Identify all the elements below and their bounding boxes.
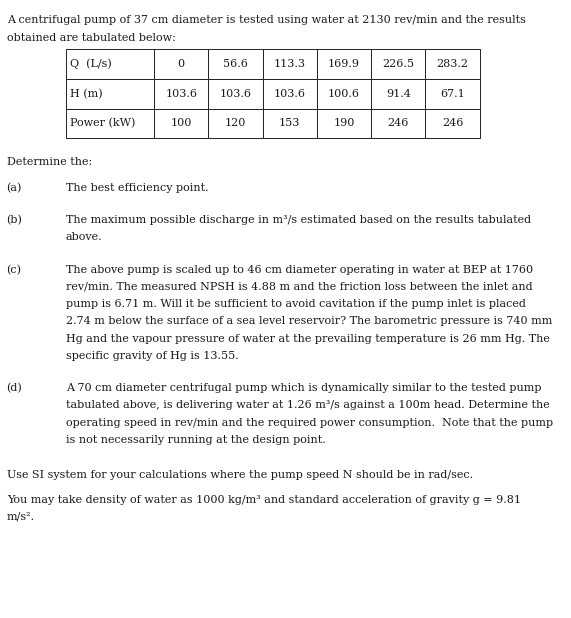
Bar — [66, 49, 154, 79]
Text: A 70 cm diameter centrifugal pump which is dynamically similar to the tested pum: A 70 cm diameter centrifugal pump which … — [66, 383, 541, 393]
Bar — [371, 109, 425, 138]
Bar — [425, 109, 480, 138]
Text: is not necessarily running at the design point.: is not necessarily running at the design… — [66, 435, 325, 445]
Text: H (m): H (m) — [70, 88, 102, 99]
Text: obtained are tabulated below:: obtained are tabulated below: — [7, 33, 176, 43]
Text: specific gravity of Hg is 13.55.: specific gravity of Hg is 13.55. — [66, 351, 239, 361]
Text: operating speed in rev/min and the required power consumption.  Note that the pu: operating speed in rev/min and the requi… — [66, 418, 553, 428]
Text: (a): (a) — [6, 183, 21, 193]
Bar — [425, 79, 480, 109]
Bar — [154, 49, 208, 79]
Text: Power (kW): Power (kW) — [70, 118, 135, 129]
Bar — [208, 79, 263, 109]
Text: Hg and the vapour pressure of water at the prevailing temperature is 26 mm Hg. T: Hg and the vapour pressure of water at t… — [66, 334, 549, 344]
Text: 67.1: 67.1 — [440, 89, 465, 99]
Text: (b): (b) — [6, 215, 22, 226]
Text: You may take density of water as 1000 kg/m³ and standard acceleration of gravity: You may take density of water as 1000 kg… — [7, 494, 521, 505]
Text: The above pump is scaled up to 46 cm diameter operating in water at BEP at 1760: The above pump is scaled up to 46 cm dia… — [66, 265, 533, 274]
Text: Determine the:: Determine the: — [7, 157, 92, 167]
Bar — [154, 79, 208, 109]
Bar — [371, 79, 425, 109]
Bar — [66, 109, 154, 138]
Text: 246: 246 — [388, 119, 409, 129]
Text: 169.9: 169.9 — [328, 59, 360, 69]
Text: 103.6: 103.6 — [274, 89, 306, 99]
Text: m/s².: m/s². — [7, 512, 35, 522]
Text: 91.4: 91.4 — [386, 89, 411, 99]
Text: 246: 246 — [442, 119, 463, 129]
Text: 283.2: 283.2 — [436, 59, 469, 69]
Text: Q  (L/s): Q (L/s) — [70, 59, 111, 69]
Text: Use SI system for your calculations where the pump speed N should be in rad/sec.: Use SI system for your calculations wher… — [7, 470, 473, 480]
Bar — [154, 109, 208, 138]
Text: 103.6: 103.6 — [219, 89, 252, 99]
Text: 100.6: 100.6 — [328, 89, 360, 99]
Bar — [263, 49, 317, 79]
Text: 56.6: 56.6 — [223, 59, 248, 69]
Bar — [263, 109, 317, 138]
Text: 113.3: 113.3 — [274, 59, 306, 69]
Bar — [317, 79, 371, 109]
Text: above.: above. — [66, 232, 102, 242]
Text: rev/min. The measured NPSH is 4.88 m and the friction loss between the inlet and: rev/min. The measured NPSH is 4.88 m and… — [66, 282, 532, 292]
Bar — [66, 79, 154, 109]
Text: 103.6: 103.6 — [165, 89, 198, 99]
Bar — [263, 79, 317, 109]
Text: A centrifugal pump of 37 cm diameter is tested using water at 2130 rev/min and t: A centrifugal pump of 37 cm diameter is … — [7, 15, 526, 25]
Text: 0: 0 — [178, 59, 185, 69]
Bar — [208, 49, 263, 79]
Text: The best efficiency point.: The best efficiency point. — [66, 183, 208, 193]
Text: 153: 153 — [279, 119, 300, 129]
Text: pump is 6.71 m. Will it be sufficient to avoid cavitation if the pump inlet is p: pump is 6.71 m. Will it be sufficient to… — [66, 299, 525, 309]
Text: The maximum possible discharge in m³/s estimated based on the results tabulated: The maximum possible discharge in m³/s e… — [66, 215, 531, 225]
Text: 226.5: 226.5 — [382, 59, 415, 69]
Bar — [425, 49, 480, 79]
Bar — [317, 109, 371, 138]
Text: 190: 190 — [333, 119, 355, 129]
Bar — [208, 109, 263, 138]
Text: tabulated above, is delivering water at 1.26 m³/s against a 100m head. Determine: tabulated above, is delivering water at … — [66, 400, 549, 410]
Bar — [371, 49, 425, 79]
Text: 120: 120 — [225, 119, 246, 129]
Text: 2.74 m below the surface of a sea level reservoir? The barometric pressure is 74: 2.74 m below the surface of a sea level … — [66, 316, 552, 326]
Text: (c): (c) — [6, 265, 21, 275]
Bar — [317, 49, 371, 79]
Text: 100: 100 — [171, 119, 192, 129]
Text: (d): (d) — [6, 383, 22, 393]
